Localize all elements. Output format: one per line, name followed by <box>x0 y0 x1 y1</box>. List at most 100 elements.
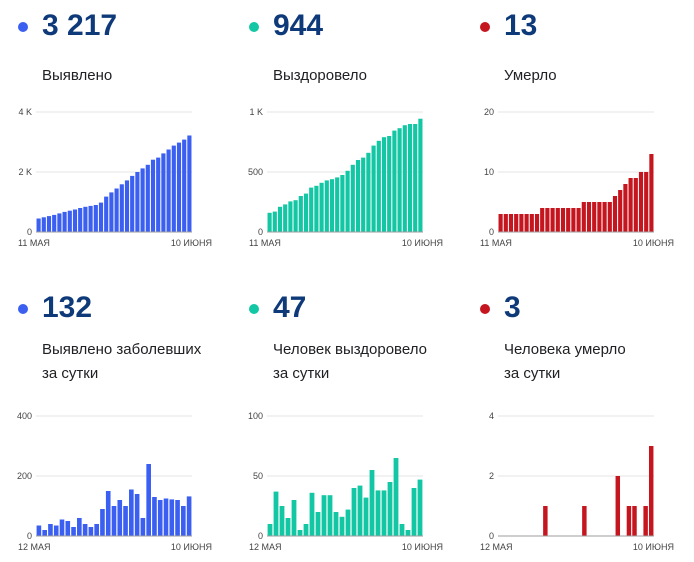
bar <box>581 202 586 232</box>
bar <box>65 521 71 536</box>
bar <box>387 136 392 232</box>
bar <box>293 200 298 232</box>
panel-recovered-daily: 47 Человек выздоровело за сутки 0 50 100 12… <box>248 288 469 558</box>
y-tick-label: 2 K <box>18 167 32 177</box>
recovered-bullet-icon <box>249 22 259 32</box>
bar <box>315 512 321 536</box>
bar <box>309 492 315 536</box>
bar <box>607 202 612 232</box>
bar <box>129 489 134 536</box>
bar <box>62 211 67 232</box>
bar <box>42 530 47 536</box>
recovered-chart: 0 500 1 K 11 МАЯ 10 ИЮНЯ <box>248 107 443 248</box>
bar <box>503 214 508 232</box>
died-label: Умерло <box>504 64 557 88</box>
bar <box>321 495 327 536</box>
y-tick-label: 100 <box>248 411 263 421</box>
bar <box>36 218 41 232</box>
bar <box>366 152 371 232</box>
bar <box>540 208 545 232</box>
bar <box>186 496 192 536</box>
bar <box>381 137 387 232</box>
bar <box>649 154 654 232</box>
bar <box>41 217 46 232</box>
bar <box>117 500 123 536</box>
bar <box>592 202 597 232</box>
bar <box>417 479 423 536</box>
bar <box>72 209 78 232</box>
bar <box>397 128 402 232</box>
bar <box>375 490 381 536</box>
bar <box>644 172 649 232</box>
bar <box>94 524 99 536</box>
bar <box>361 157 366 232</box>
bar <box>161 153 166 232</box>
bar <box>387 482 393 536</box>
bar <box>93 205 98 232</box>
panel-recovered: 944 Выздоровело 0 500 1 K 11 МАЯ 10 ИЮНЯ <box>248 6 469 276</box>
bar <box>407 124 413 232</box>
bar <box>288 201 293 232</box>
bar <box>566 208 571 232</box>
bar <box>498 214 503 232</box>
bar <box>105 491 111 536</box>
bar <box>508 214 514 232</box>
panel-detected-daily: 132 Выявлено заболевших за сутки 0 200 400… <box>17 288 238 558</box>
recovered-daily-label-line-2: за сутки <box>273 365 330 382</box>
recovered-daily-label-line-1: Человек выздоровело <box>273 341 427 358</box>
bar <box>638 172 644 232</box>
bar <box>345 509 351 536</box>
y-tick-label: 0 <box>258 531 263 541</box>
bar <box>78 208 83 232</box>
y-tick-label: 20 <box>484 107 494 117</box>
died-daily-total: 3 <box>504 291 521 324</box>
bar <box>157 500 163 536</box>
x-tick-label-start: 11 МАЯ <box>480 238 512 248</box>
x-tick-label-end: 10 ИЮНЯ <box>171 238 212 248</box>
y-tick-label: 2 <box>489 471 494 481</box>
bar <box>182 139 187 232</box>
bar <box>140 168 145 232</box>
bar <box>175 500 180 536</box>
y-tick-label: 0 <box>27 531 32 541</box>
bar <box>329 179 335 232</box>
bar <box>319 182 324 232</box>
x-tick-label-end: 10 ИЮНЯ <box>402 238 443 248</box>
detected-daily-total: 132 <box>42 291 93 324</box>
bar <box>267 524 273 536</box>
bar <box>130 175 135 232</box>
bar <box>632 506 637 536</box>
bar <box>333 512 339 536</box>
bar <box>150 159 156 232</box>
bar <box>140 518 146 536</box>
y-tick-label: 4 <box>489 411 494 421</box>
detected-daily-label-line-2: за сутки <box>42 365 99 382</box>
died-daily-label: Человека умерло за сутки <box>504 338 626 386</box>
bar <box>163 498 169 536</box>
bar <box>272 211 277 232</box>
y-tick-label: 500 <box>248 167 263 177</box>
bar <box>418 118 423 232</box>
bar <box>104 196 109 232</box>
x-tick-label-start: 12 МАЯ <box>480 542 513 552</box>
bar <box>339 516 345 536</box>
bar <box>52 214 57 232</box>
y-tick-label: 0 <box>489 531 494 541</box>
y-tick-label: 1 K <box>249 107 263 117</box>
bar <box>277 206 283 232</box>
bar <box>145 164 150 232</box>
bar <box>350 164 355 232</box>
bar <box>643 506 648 536</box>
bar <box>648 446 654 536</box>
bar <box>134 494 140 536</box>
bar <box>626 506 632 536</box>
bar <box>46 216 52 232</box>
bar <box>345 170 350 232</box>
y-tick-label: 200 <box>17 471 32 481</box>
bar <box>135 172 140 232</box>
bar <box>618 190 623 232</box>
bar <box>279 506 285 536</box>
bar <box>519 214 524 232</box>
bar <box>381 490 387 536</box>
bar <box>340 175 345 232</box>
